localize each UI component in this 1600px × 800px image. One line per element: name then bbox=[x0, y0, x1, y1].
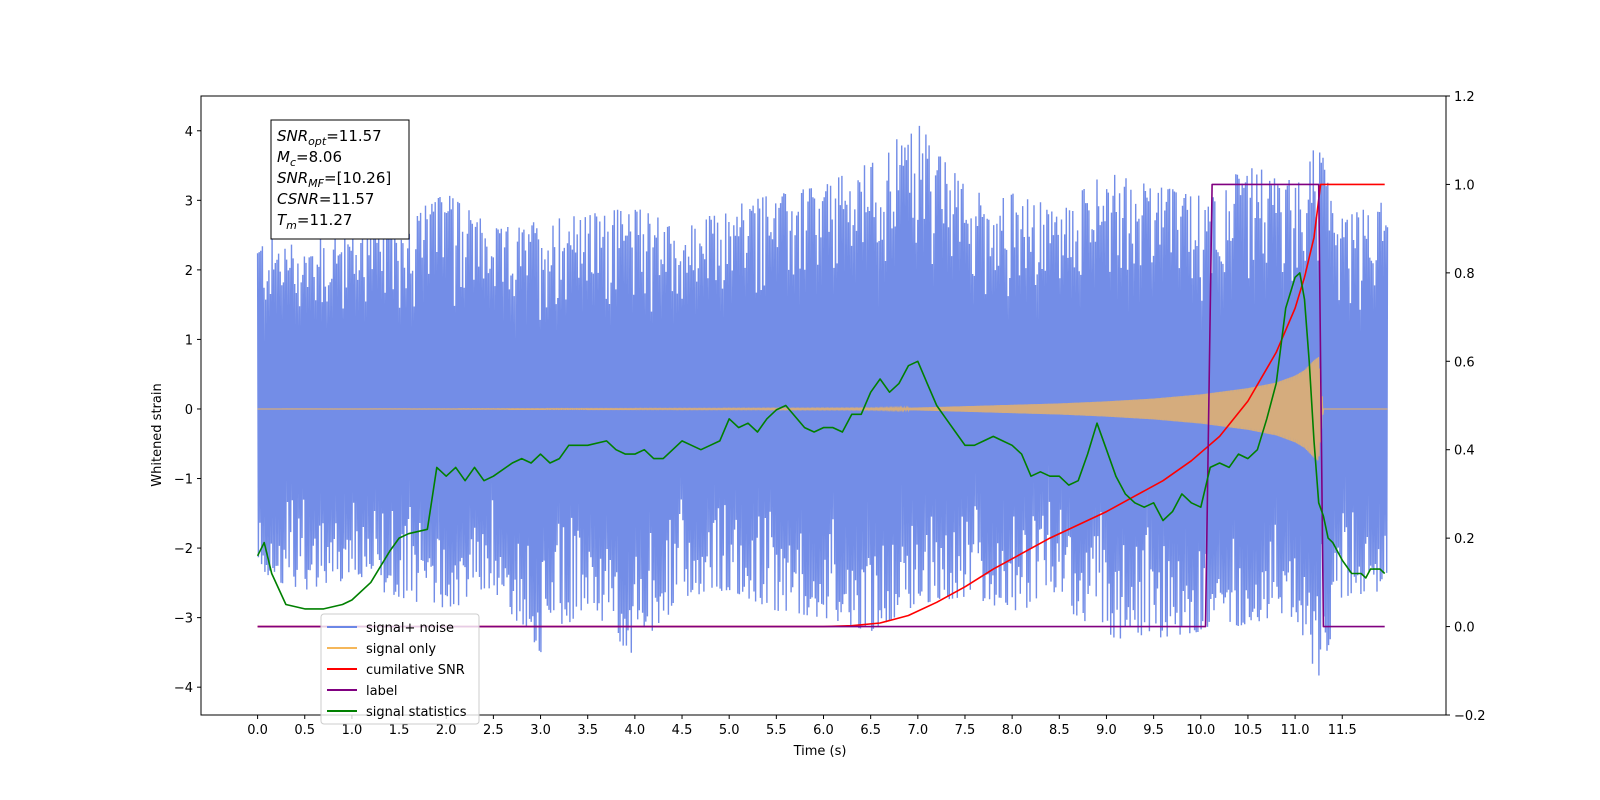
y-right-tick-label: 0.0 bbox=[1454, 621, 1475, 636]
y-left-tick-label: −1 bbox=[174, 473, 193, 488]
y-right-tick-label: −0.2 bbox=[1454, 709, 1486, 724]
y-right-tick-label: 0.6 bbox=[1454, 355, 1475, 370]
x-tick-label: 8.0 bbox=[1002, 723, 1023, 738]
x-tick-label: 11.0 bbox=[1281, 723, 1310, 738]
y-right-tick-label: 0.8 bbox=[1454, 267, 1475, 282]
info-box-line: SNRopt=11.57 bbox=[277, 127, 382, 148]
y-left-tick-label: 0 bbox=[185, 403, 193, 418]
legend: signal+ noise signal only cumilative SNR la… bbox=[320, 613, 480, 725]
right-axis-series bbox=[256, 183, 1386, 628]
label-line bbox=[257, 183, 1385, 628]
x-tick-label: 6.5 bbox=[860, 723, 881, 738]
y-left-axis-ticks: −4 −3 −2 −1 0 1 2 3 4 bbox=[174, 125, 201, 696]
legend-label: signal only bbox=[366, 642, 436, 657]
y-left-tick-label: 4 bbox=[185, 125, 193, 140]
y-left-tick-label: 1 bbox=[185, 333, 193, 348]
x-tick-label: 3.5 bbox=[577, 723, 598, 738]
x-tick-label: 5.5 bbox=[766, 723, 787, 738]
x-tick-label: 8.5 bbox=[1049, 723, 1070, 738]
info-box-line: Tm=11.27 bbox=[277, 211, 352, 232]
info-box-frame bbox=[270, 119, 410, 240]
y-left-tick-label: 3 bbox=[185, 194, 193, 209]
y-left-tick-label: −2 bbox=[174, 542, 193, 557]
signal-noise-line bbox=[256, 125, 1389, 676]
x-tick-label: 2.0 bbox=[436, 723, 457, 738]
signal-only-series bbox=[257, 356, 1388, 461]
y-right-tick-label: 0.4 bbox=[1454, 444, 1475, 459]
x-axis-label: Time (s) bbox=[793, 744, 847, 759]
legend-label: label bbox=[366, 684, 397, 699]
x-tick-label: 4.0 bbox=[625, 723, 646, 738]
x-tick-label: 5.0 bbox=[719, 723, 740, 738]
y-axis-label: Whitened strain bbox=[150, 383, 165, 486]
info-box-line: CSNR=11.57 bbox=[277, 190, 374, 208]
x-tick-label: 3.0 bbox=[530, 723, 551, 738]
x-tick-label: 7.0 bbox=[907, 723, 928, 738]
x-axis-ticks: 0.0 0.5 1.0 1.5 2.0 2.5 3.0 3.5 4.0 4.5 5.0 5.5 6.0 6… bbox=[247, 715, 1357, 738]
legend-label: cumilative SNR bbox=[366, 663, 465, 678]
y-left-tick-label: −4 bbox=[174, 681, 193, 696]
x-tick-label: 0.0 bbox=[247, 723, 268, 738]
x-tick-label: 10.0 bbox=[1186, 723, 1215, 738]
y-left-tick-label: 2 bbox=[185, 264, 193, 279]
x-tick-label: 2.5 bbox=[483, 723, 504, 738]
info-box-line: Mc=8.06 bbox=[277, 148, 342, 169]
x-tick-label: 4.5 bbox=[672, 723, 693, 738]
signal-only-line bbox=[257, 356, 1388, 461]
x-tick-label: 0.5 bbox=[294, 723, 315, 738]
signal-noise-series bbox=[256, 125, 1389, 676]
x-tick-label: 10.5 bbox=[1233, 723, 1262, 738]
y-right-tick-label: 1.0 bbox=[1454, 178, 1475, 193]
x-tick-label: 11.5 bbox=[1328, 723, 1357, 738]
legend-label: signal+ noise bbox=[366, 621, 454, 636]
cumulative-snr-line bbox=[257, 183, 1385, 628]
x-tick-label: 9.5 bbox=[1143, 723, 1164, 738]
y-right-tick-label: 0.2 bbox=[1454, 532, 1475, 547]
legend-frame bbox=[320, 613, 480, 725]
signal-statistics-line bbox=[256, 272, 1386, 610]
y-right-axis-ticks: −0.2 0.0 0.2 0.4 0.6 0.8 1.0 1.2 bbox=[1446, 90, 1486, 724]
legend-label: signal statistics bbox=[366, 705, 467, 720]
y-left-tick-label: −3 bbox=[174, 612, 193, 627]
info-box: SNRopt=11.57Mc=8.06SNRMF=[10.26]CSNR=11.… bbox=[270, 119, 410, 240]
x-tick-label: 6.0 bbox=[813, 723, 834, 738]
y-right-tick-label: 1.2 bbox=[1454, 90, 1475, 105]
info-box-line: SNRMF=[10.26] bbox=[277, 169, 391, 190]
x-tick-label: 9.0 bbox=[1096, 723, 1117, 738]
x-tick-label: 1.0 bbox=[342, 723, 363, 738]
x-tick-label: 7.5 bbox=[955, 723, 976, 738]
x-tick-label: 1.5 bbox=[389, 723, 410, 738]
